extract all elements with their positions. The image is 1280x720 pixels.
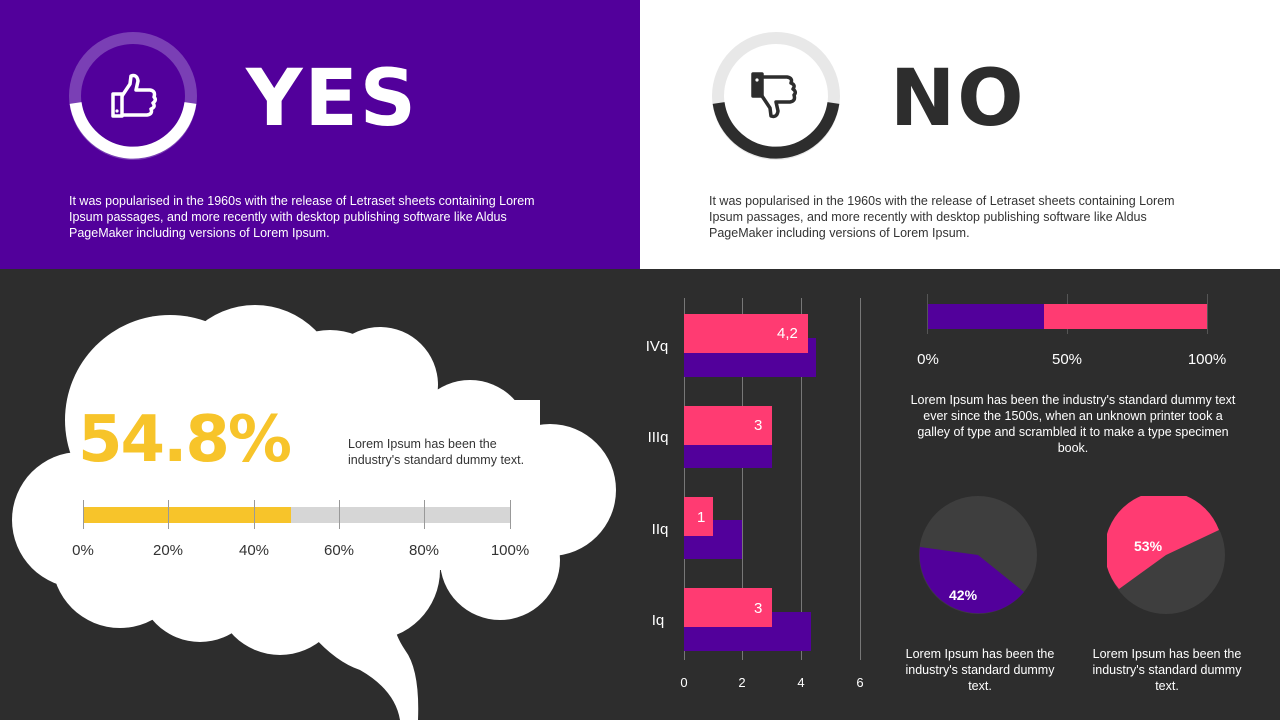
pie-description: Lorem Ipsum has been the industry's stan… (905, 647, 1055, 693)
bar-value-label: 3 (754, 600, 763, 617)
category-label: IVq (645, 338, 669, 355)
bar-value-label: 3 (754, 417, 763, 434)
stacked-segment-pink (1044, 304, 1207, 329)
yes-progress-ring (69, 32, 197, 160)
category-label: IIq (651, 521, 669, 538)
category-label: IIIq (647, 429, 669, 446)
gridline (339, 500, 340, 529)
no-progress-ring (712, 32, 840, 160)
pie-label: 42% (949, 587, 978, 603)
x-tick-label: 6 (856, 675, 864, 690)
tick-label: 100% (490, 542, 530, 559)
gridline (510, 500, 511, 529)
tick-label: 0% (917, 351, 939, 368)
gridline (1207, 294, 1208, 334)
pie-chart-42 (919, 496, 1037, 614)
thumbs-up-icon (111, 73, 158, 118)
yes-panel: YES It was popularised in the 1960s with… (0, 0, 640, 269)
gridline (684, 298, 685, 660)
gridline (860, 298, 861, 660)
tick-label: 20% (152, 542, 184, 559)
tick-label: 0% (72, 542, 94, 559)
thumbs-down-icon (751, 72, 798, 119)
headline-percentage: 54.8% (78, 403, 292, 477)
pie-description: Lorem Ipsum has been the industry's stan… (1092, 647, 1242, 693)
tick-label: 80% (408, 542, 440, 559)
pie-chart-53 (1107, 496, 1225, 614)
gridline (168, 500, 169, 529)
gridline (83, 500, 84, 529)
gridline (254, 500, 255, 529)
stacked-segment-purple (928, 304, 1044, 329)
x-tick-label: 2 (738, 675, 746, 690)
bar-pink-iq (684, 588, 772, 627)
x-tick-label: 4 (797, 675, 805, 690)
category-label: Iq (651, 612, 665, 629)
yes-title: YES (246, 54, 418, 144)
gridline (801, 298, 802, 660)
gridline (927, 294, 928, 334)
gridline (742, 298, 743, 660)
bar-value-label: 1 (697, 509, 706, 526)
gridline (424, 500, 425, 529)
bar-pink-iiiq (684, 406, 772, 445)
tick-label: 60% (323, 542, 355, 559)
no-title: NO (890, 54, 1026, 144)
thought-cloud-shape (12, 305, 616, 720)
yes-description: It was popularised in the 1960s with the… (69, 194, 535, 240)
x-tick-label: 0 (680, 675, 688, 690)
no-description: It was popularised in the 1960s with the… (709, 194, 1175, 240)
pie-label: 53% (1134, 538, 1163, 554)
tick-label: 40% (238, 542, 270, 559)
bar-value-label: 4,2 (777, 325, 798, 342)
tick-label: 50% (1051, 351, 1083, 368)
progress-fill (83, 507, 291, 523)
cloud-description: Lorem Ipsum has been the industry's stan… (348, 437, 525, 467)
bar-pink-iiq (684, 497, 713, 536)
no-panel: NO It was popularised in the 1960s with … (640, 0, 1280, 269)
stacked-bar-description: Lorem Ipsum has been the industry's stan… (910, 393, 1236, 455)
tick-label: 100% (1187, 351, 1227, 368)
bar-pink-ivq (684, 314, 808, 353)
